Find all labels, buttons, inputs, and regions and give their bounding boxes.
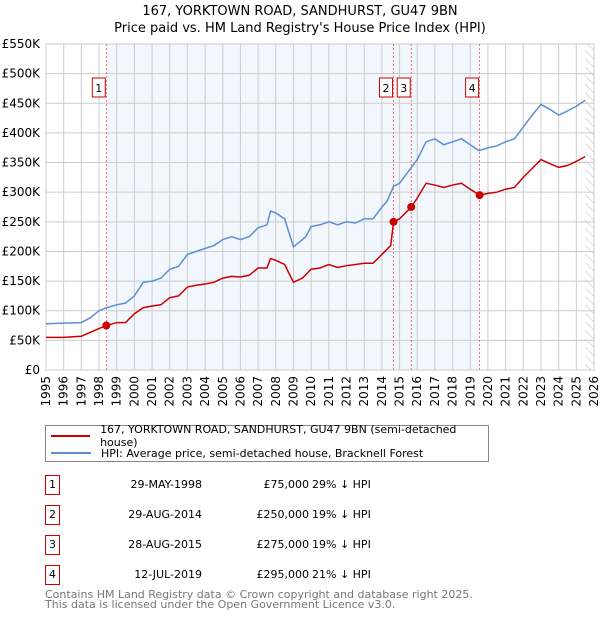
ownership-shade [106, 44, 480, 370]
legend-swatch-hpi [51, 452, 91, 454]
x-tick-label: 2005 [216, 376, 230, 407]
x-tick-label: 2001 [145, 376, 159, 407]
sale-date: 29-MAY-1998 [130, 478, 202, 491]
footer-line1: Contains HM Land Registry data © Crown c… [45, 588, 473, 601]
x-tick-label: 2003 [180, 376, 194, 407]
y-tick-label: £100K [2, 304, 42, 318]
future-hatch [585, 44, 594, 370]
y-tick-label: £400K [2, 126, 42, 140]
chart-subtitle: Price paid vs. HM Land Registry's House … [114, 21, 486, 36]
sale-row: 4 12-JUL-2019 £295,000 21% ↓ HPI [45, 565, 445, 585]
x-tick-label: 2024 [552, 376, 566, 407]
sale-label-box [91, 77, 106, 98]
x-tick-label: 1999 [110, 376, 124, 407]
sale-date: 12-JUL-2019 [134, 568, 202, 581]
x-tick-label: 2002 [163, 376, 177, 407]
sale-point [407, 203, 416, 211]
x-tick-label: 2026 [587, 376, 600, 407]
x-tick-label: 2013 [357, 376, 371, 407]
y-tick-label: £200K [2, 244, 42, 258]
sale-hpi-diff: 21% ↓ HPI [312, 568, 371, 581]
x-tick-label: 2010 [304, 376, 318, 407]
x-tick-label: 2014 [375, 376, 389, 407]
x-tick-label: 1995 [39, 376, 53, 407]
sale-label-number: 1 [95, 82, 102, 95]
footer: Contains HM Land Registry data © Crown c… [45, 588, 473, 611]
sale-date: 28-AUG-2015 [128, 538, 202, 551]
x-tick-label: 1998 [92, 376, 106, 407]
y-tick-label: £250K [2, 215, 42, 229]
x-tick-label: 2015 [393, 376, 407, 407]
x-tick-label: 2007 [251, 376, 265, 407]
x-tick-label: 2008 [269, 376, 283, 407]
y-tick-label: £550K [2, 37, 42, 51]
sale-row: 2 29-AUG-2014 £250,000 19% ↓ HPI [45, 505, 445, 525]
x-tick-label: 2020 [481, 376, 495, 407]
y-tick-label: £50K [9, 333, 41, 347]
sale-label-box [396, 77, 411, 98]
y-tick-label: £300K [2, 185, 42, 199]
property-price-line [46, 155, 586, 339]
sale-row: 3 28-AUG-2015 £275,000 19% ↓ HPI [45, 535, 445, 555]
legend-label-property: 167, YORKTOWN ROAD, SANDHURST, GU47 9BN … [100, 423, 457, 449]
x-tick-label: 2016 [410, 376, 424, 407]
chart-title: 167, YORKTOWN ROAD, SANDHURST, GU47 9BN [142, 4, 458, 19]
sale-point [389, 217, 398, 226]
x-tick-label: 2025 [569, 376, 583, 407]
sale-label-box [379, 77, 394, 98]
sale-point [475, 191, 484, 200]
x-tick-label: 2017 [428, 376, 442, 407]
sale-date: 29-AUG-2014 [128, 508, 202, 521]
sale-price: £75,000 [263, 478, 310, 491]
x-tick-label: 2012 [340, 376, 354, 407]
sale-row: 1 29-MAY-1998 £75,000 29% ↓ HPI [45, 475, 445, 495]
price-chart: 1995 1996 1997 1998 1999 2000 2001 2002 2003 2004… [2, 37, 600, 407]
sale-label-number: 2 [383, 82, 390, 95]
legend-swatch-property [51, 435, 91, 437]
legend-label-hpi: HPI: Average price, semi-detached house,… [101, 446, 424, 460]
y-tick-label: £450K [2, 96, 42, 110]
x-tick-label: 2004 [198, 376, 212, 407]
x-tick-label: 2018 [446, 376, 460, 407]
x-tick-label: 1996 [57, 376, 71, 407]
sale-number: 3 [45, 535, 60, 555]
x-tick-label: 2019 [463, 376, 477, 407]
footer-line2: This data is licensed under the Open Gov… [45, 598, 396, 611]
x-tick-label: 1997 [74, 376, 88, 407]
y-tick-label: £500K [2, 67, 42, 81]
x-tick-label: 2023 [534, 376, 548, 407]
y-tick-label: £0 [25, 363, 40, 377]
x-tick-label: 2022 [516, 376, 530, 407]
sale-hpi-diff: 19% ↓ HPI [312, 538, 371, 551]
x-tick-label: 2021 [499, 376, 513, 407]
sale-label-number: 4 [469, 82, 476, 95]
x-tick-label: 2011 [322, 376, 336, 407]
y-tick-label: £150K [2, 274, 42, 288]
sale-price: £295,000 [256, 568, 310, 581]
sale-number: 4 [45, 565, 60, 585]
y-tick-label: £350K [2, 156, 42, 170]
sale-point [102, 321, 111, 330]
x-tick-label: 2006 [233, 376, 247, 407]
legend: 167, YORKTOWN ROAD, SANDHURST, GU47 9BN … [45, 423, 489, 462]
sale-number: 1 [45, 475, 60, 495]
sale-number: 2 [45, 505, 60, 525]
x-tick-label: 2000 [127, 376, 141, 407]
sale-label-box [465, 77, 480, 98]
sale-hpi-diff: 29% ↓ HPI [312, 478, 371, 491]
sale-label-number: 3 [400, 82, 407, 95]
sale-hpi-diff: 19% ↓ HPI [312, 508, 371, 521]
plot-frame [45, 43, 595, 371]
hpi-line [45, 99, 586, 325]
sale-price: £250,000 [256, 508, 310, 521]
x-tick-label: 2009 [286, 376, 300, 407]
sale-price: £275,000 [256, 538, 310, 551]
